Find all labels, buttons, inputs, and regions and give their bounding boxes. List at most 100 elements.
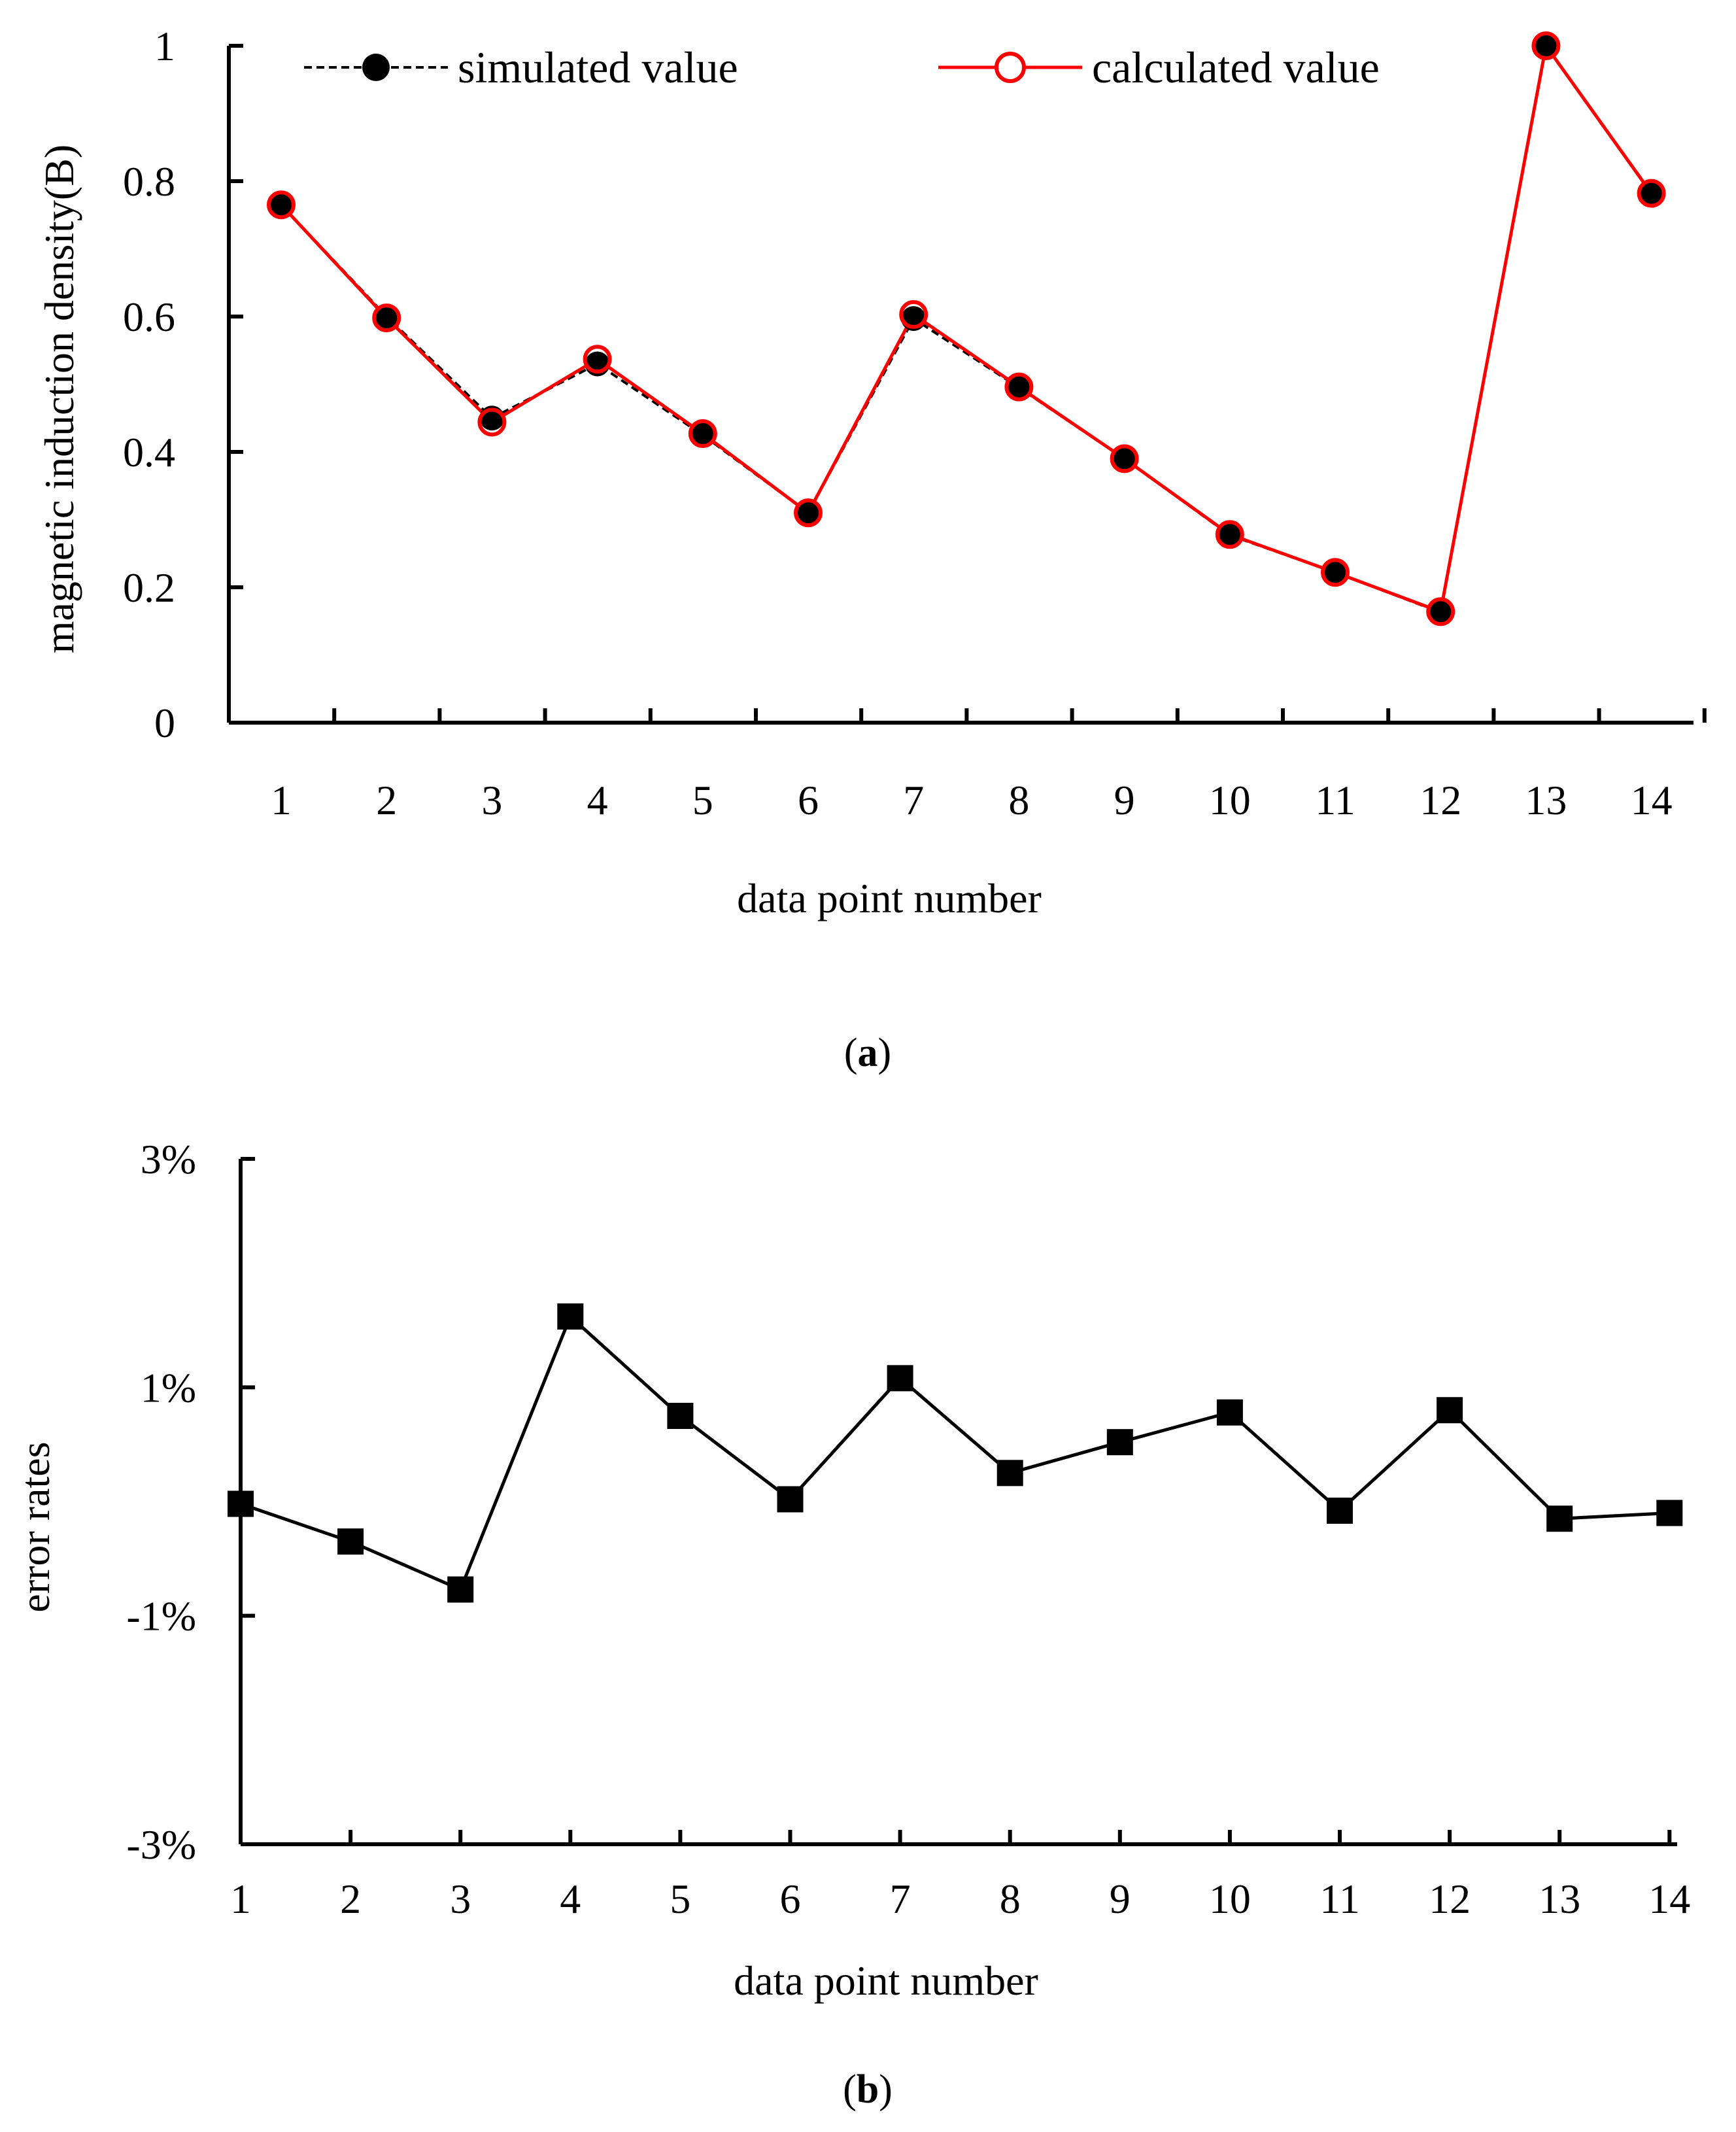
- x-tick-label-a-7: 8: [1008, 777, 1029, 823]
- series-lines-a: [280, 44, 1653, 614]
- x-tick-label-b-5: 6: [780, 1876, 801, 1922]
- data-point-a-s0-5: [690, 422, 715, 448]
- caption-letter-a: a: [858, 1031, 878, 1075]
- x-tick-label-a-0: 1: [271, 777, 292, 823]
- legend-a: simulated value calculated value: [304, 43, 1380, 92]
- x-tick-label-b-13: 14: [1648, 1876, 1690, 1922]
- series-line-a-0: [280, 44, 1653, 614]
- y-tick-label-a-0: 0: [154, 700, 175, 746]
- x-axis-title-a: data point number: [737, 875, 1042, 921]
- data-point-a-s1-14: [1637, 179, 1666, 208]
- y-tick-label-b-2: 1%: [141, 1364, 196, 1411]
- data-point-b-s0-13: [1546, 1505, 1573, 1532]
- legend-entry-calculated: calculated value: [938, 43, 1380, 92]
- data-point-b-s0-8: [996, 1460, 1023, 1487]
- y-ticks-b: -3% -1% 1% 3%: [126, 1136, 255, 1868]
- x-tick-label-b-3: 4: [560, 1876, 581, 1922]
- series-line-b-0: [240, 1315, 1670, 1591]
- legend-marker-simulated: [362, 54, 390, 81]
- data-point-a-s1-12: [1426, 597, 1455, 627]
- data-point-a-s1-6: [794, 498, 823, 528]
- data-point-b-s0-5: [667, 1403, 694, 1429]
- y-ticks-a: 0 0.2 0.4 0.6 0.8 1: [123, 23, 243, 746]
- data-point-a-s0-11: [1323, 560, 1348, 585]
- data-point-b-s0-11: [1327, 1497, 1353, 1524]
- x-tick-label-b-12: 13: [1539, 1876, 1580, 1922]
- caption-letter-b: b: [857, 2067, 879, 2112]
- x-tick-label-a-8: 9: [1114, 777, 1135, 823]
- x-tick-label-b-6: 7: [890, 1876, 911, 1922]
- x-tick-label-a-13: 14: [1631, 777, 1673, 823]
- x-tick-label-b-1: 2: [340, 1876, 361, 1922]
- x-axis-title-b: data point number: [734, 1957, 1038, 2004]
- x-tick-label-a-1: 2: [376, 777, 397, 823]
- data-point-b-s0-6: [777, 1486, 804, 1513]
- series-line-a-1: [280, 44, 1653, 613]
- y-tick-label-b-1: -1%: [126, 1593, 196, 1640]
- x-ticks-b: 1 2 3 4 5 6 7 8 9 10 11 12 13 14: [230, 1830, 1690, 1922]
- x-tick-label-b-11: 12: [1429, 1876, 1471, 1922]
- data-point-a-s0-9: [1112, 446, 1137, 472]
- data-point-a-s0-10: [1217, 523, 1242, 548]
- legend-marker-calculated: [995, 52, 1026, 83]
- series-markers-a: [267, 31, 1666, 627]
- x-tick-label-a-4: 5: [692, 777, 713, 823]
- y-axis-title-b: error rates: [12, 1441, 58, 1612]
- data-point-a-s1-13: [1531, 31, 1561, 60]
- chart-panel-b: -3%-1%1%3% 1 2 3 4 5 6 7 8 9 10 11 12 13 14 data poin…: [12, 1136, 1690, 2112]
- x-tick-label-a-6: 7: [903, 777, 924, 823]
- data-point-b-s0-4: [557, 1303, 584, 1330]
- data-point-a-s1-10: [1215, 520, 1244, 549]
- legend-label-simulated: simulated value: [458, 43, 738, 92]
- x-tick-label-a-5: 6: [798, 777, 819, 823]
- x-tick-label-b-8: 9: [1110, 1876, 1131, 1922]
- y-tick-label-a-2: 0.4: [123, 429, 175, 475]
- chart-panel-a: 00.20.40.60.81 1 2 3 4 5 6 7 8 9 10 11 12 13 14 simul…: [36, 23, 1707, 1075]
- x-tick-label-b-10: 11: [1319, 1876, 1360, 1922]
- caption-a: (a): [844, 1031, 891, 1075]
- data-point-a-s1-9: [1110, 444, 1139, 473]
- data-point-a-s0-1: [269, 192, 294, 218]
- data-point-a-s0-14: [1639, 180, 1664, 205]
- y-tick-label-b-0: -3%: [126, 1821, 196, 1868]
- data-point-b-s0-3: [447, 1576, 474, 1603]
- y-tick-label-a-5: 1: [154, 23, 175, 69]
- data-point-a-s1-8: [1004, 372, 1034, 402]
- y-tick-label-a-1: 0.2: [123, 564, 175, 611]
- x-tick-label-b-7: 8: [1000, 1876, 1021, 1922]
- data-point-a-s0-8: [1006, 375, 1032, 400]
- x-ticks-a: 1 2 3 4 5 6 7 8 9 10 11 12 13 14: [271, 708, 1707, 823]
- legend-label-calculated: calculated value: [1092, 43, 1380, 92]
- data-point-b-s0-2: [337, 1528, 364, 1555]
- data-point-a-s1-3: [477, 407, 507, 437]
- y-tick-label-b-3: 3%: [141, 1136, 196, 1182]
- data-point-a-s1-2: [372, 303, 401, 333]
- x-tick-label-a-12: 13: [1525, 777, 1567, 823]
- y-tick-label-a-3: 0.6: [123, 294, 175, 340]
- caption-b: (b): [843, 2067, 893, 2112]
- y-axis-title-a: magnetic induction density(B): [36, 145, 82, 654]
- x-tick-label-b-9: 10: [1209, 1876, 1251, 1922]
- data-point-a-s1-7: [899, 300, 928, 329]
- legend-entry-simulated: simulated value: [304, 43, 738, 92]
- data-point-a-s0-13: [1533, 33, 1559, 58]
- data-point-a-s1-11: [1321, 558, 1350, 587]
- x-tick-label-a-3: 4: [587, 777, 608, 823]
- series-markers-b: [228, 1303, 1683, 1603]
- data-point-b-s0-9: [1106, 1429, 1133, 1456]
- data-point-b-s0-14: [1656, 1500, 1683, 1526]
- x-tick-label-b-4: 5: [670, 1876, 690, 1922]
- data-point-a-s1-1: [267, 190, 296, 220]
- data-point-b-s0-7: [887, 1365, 913, 1392]
- data-point-a-s1-4: [583, 345, 612, 374]
- x-tick-label-a-10: 11: [1315, 777, 1355, 823]
- x-tick-label-b-0: 1: [230, 1876, 251, 1922]
- y-tick-label-a-4: 0.8: [123, 158, 175, 205]
- data-point-b-s0-1: [228, 1490, 254, 1517]
- data-point-a-s0-6: [796, 500, 821, 526]
- series-lines-b: [240, 1315, 1670, 1591]
- data-point-b-s0-10: [1216, 1399, 1243, 1426]
- x-tick-label-a-2: 3: [481, 777, 502, 823]
- data-point-a-s0-12: [1428, 600, 1454, 625]
